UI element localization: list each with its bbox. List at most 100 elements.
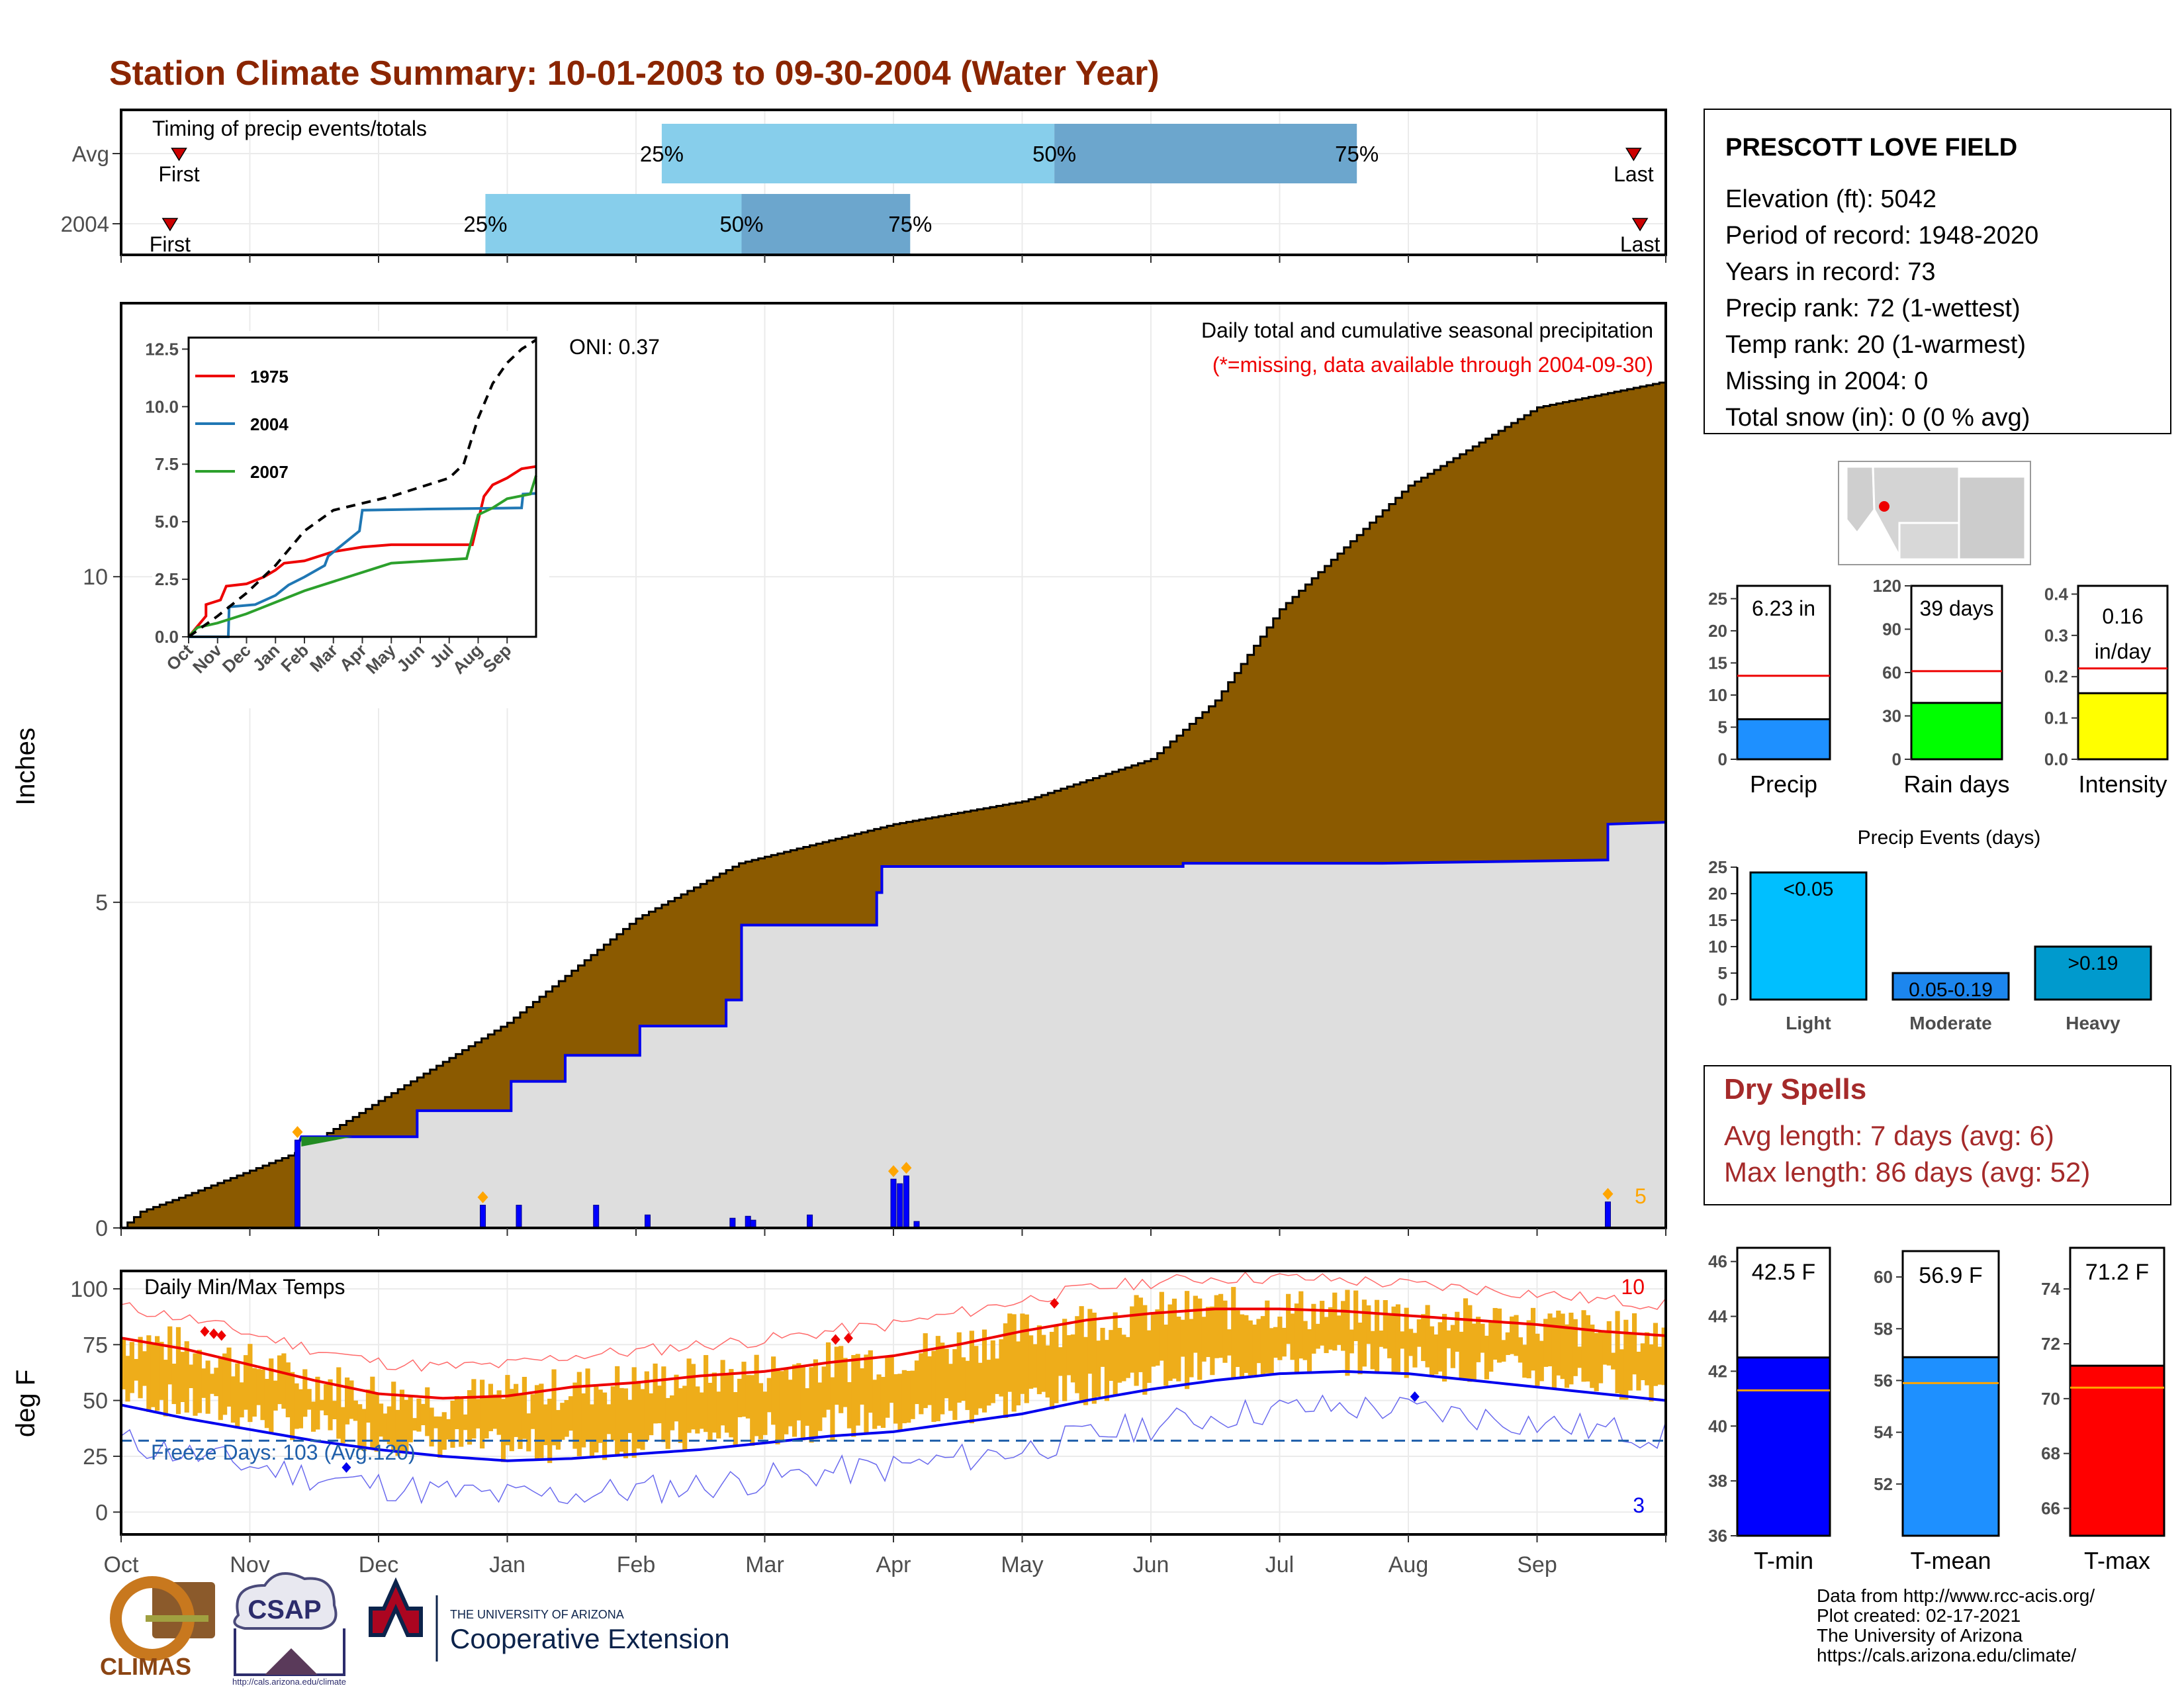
daily-temp-bar xyxy=(539,1383,544,1458)
credit-university: The University of Arizona xyxy=(1817,1625,2023,1646)
daily-temp-bar xyxy=(1020,1313,1025,1394)
daily-temp-bar xyxy=(1611,1352,1616,1370)
daily-temp-bar xyxy=(1324,1317,1329,1354)
daily-temp-bar xyxy=(155,1336,160,1411)
last-label: Last xyxy=(1614,162,1654,186)
temp-bar-ytick-label: 38 xyxy=(1708,1471,1727,1491)
temp-bar-ytick-label: 66 xyxy=(2041,1499,2060,1519)
mini-bar-precip xyxy=(1736,718,1831,761)
mini-bar-label: Rain days xyxy=(1903,771,2009,798)
daily-temp-bar xyxy=(910,1370,915,1419)
daily-temp-bar xyxy=(1167,1304,1173,1382)
daily-temp-bar xyxy=(1142,1305,1148,1395)
inset-background xyxy=(152,331,549,708)
mini-bar-ytick-label: 10 xyxy=(1708,685,1727,705)
daily-precip-bar xyxy=(897,1183,903,1229)
precip-panel: 0 5 10 5 Daily total and cumulative seasonal… xyxy=(11,302,1667,1241)
daily-precip-bar xyxy=(480,1205,486,1229)
daily-temp-bar xyxy=(872,1380,878,1429)
temp-bar-value: 56.9 F xyxy=(1919,1263,1982,1288)
daily-temp-bar xyxy=(1522,1344,1527,1378)
daily-temp-bar xyxy=(125,1356,130,1402)
daily-temp-bar xyxy=(1171,1298,1177,1379)
daily-temp-bar xyxy=(1087,1309,1093,1374)
daily-temp-bar xyxy=(695,1386,700,1434)
daily-temp-bar xyxy=(1116,1328,1122,1383)
daily-temp-bar xyxy=(581,1393,586,1448)
max-daily-marker xyxy=(292,1126,303,1139)
daily-temp-bar xyxy=(589,1404,595,1456)
observed-cumulative-area xyxy=(121,822,1666,1228)
events-ytick-label: 20 xyxy=(1708,884,1727,904)
daily-temp-bar xyxy=(935,1336,940,1421)
daily-temp-bar xyxy=(1505,1332,1510,1355)
first-label: First xyxy=(150,232,191,256)
daily-temp-bar xyxy=(543,1404,548,1446)
mini-bar-rain-days xyxy=(1910,702,2003,761)
ua-logo-small-text: THE UNIVERSITY OF ARIZONA xyxy=(450,1608,624,1621)
mini-bar-ytick-label: 20 xyxy=(1708,621,1727,641)
daily-temp-bar xyxy=(956,1332,962,1403)
daily-temp-bar xyxy=(336,1367,341,1439)
inset-ytick-label: 7.5 xyxy=(155,454,179,474)
daily-temp-bar xyxy=(1471,1323,1477,1381)
daily-temp-bar xyxy=(788,1380,793,1427)
daily-temp-bar xyxy=(1645,1332,1650,1385)
daily-temp-bar xyxy=(1535,1333,1540,1386)
daily-temp-bar xyxy=(1661,1327,1666,1385)
temp-bar-ytick-label: 40 xyxy=(1708,1416,1727,1436)
record-high-marker xyxy=(831,1334,841,1345)
daily-temp-bar xyxy=(1273,1327,1279,1358)
month-label: Mar xyxy=(745,1552,784,1577)
daily-temp-bar xyxy=(399,1389,405,1454)
above-average-wedge xyxy=(301,1137,353,1147)
mini-bar-ytick-label: 120 xyxy=(1873,576,1901,596)
daily-temp-bar xyxy=(1455,1311,1460,1352)
daily-temp-bar xyxy=(1526,1320,1531,1379)
timing-pct-label: 25% xyxy=(463,212,507,236)
daily-temp-bar xyxy=(1294,1303,1299,1373)
month-label: Nov xyxy=(230,1552,269,1577)
max-daily-count: 5 xyxy=(1635,1184,1647,1208)
daily-temp-bar xyxy=(598,1389,603,1443)
daily-temp-bar xyxy=(1235,1310,1240,1368)
month-label: Dec xyxy=(359,1552,398,1577)
station-precip-rank: Precip rank: 72 (1-wettest) xyxy=(1725,295,2021,322)
station-missing: Missing in 2004: 0 xyxy=(1725,367,1928,395)
daily-temp-bar xyxy=(239,1382,244,1418)
summary-bar-charts: 0 5 10 15 20 25 6.23 in Precip 0 30 60 90 120 39 days… xyxy=(1708,576,2169,798)
daily-temp-bar xyxy=(1332,1292,1338,1351)
daily-temp-bar xyxy=(1564,1324,1570,1388)
events-ytick-label: 5 xyxy=(1718,963,1727,983)
temps-ytick-label: 50 xyxy=(83,1389,108,1414)
daily-temp-bar xyxy=(171,1364,177,1405)
daily-temp-bar xyxy=(1551,1317,1557,1389)
daily-temp-bar xyxy=(189,1364,194,1388)
daily-temp-bar xyxy=(500,1399,506,1462)
daily-temp-bar xyxy=(526,1413,531,1452)
daily-temp-bar xyxy=(1011,1314,1017,1412)
mini-bar-ytick-label: 0.0 xyxy=(2044,749,2068,769)
daily-temp-bar xyxy=(944,1348,949,1399)
precip-missing-note: (*=missing, data available through 2004-… xyxy=(1212,353,1653,377)
daily-temp-bar xyxy=(277,1355,283,1405)
inset-legend-label: 2004 xyxy=(250,414,289,434)
daily-temp-bar xyxy=(682,1385,688,1450)
temps-ytick-label: 100 xyxy=(70,1277,108,1302)
daily-temp-bar xyxy=(716,1391,721,1439)
daily-temp-bar xyxy=(771,1356,776,1425)
daily-temp-bar xyxy=(260,1369,265,1421)
temps-ytick-label: 75 xyxy=(83,1333,108,1358)
daily-precip-bar xyxy=(1604,1201,1611,1229)
daily-temp-bar xyxy=(193,1353,198,1416)
daily-temp-bar xyxy=(306,1389,312,1410)
credit-url: https://cals.arizona.edu/climate/ xyxy=(1817,1645,2076,1665)
daily-temp-bar xyxy=(463,1414,468,1430)
daily-temp-bar xyxy=(1404,1307,1409,1378)
daily-temp-bar xyxy=(927,1356,933,1405)
daily-temp-bar xyxy=(1311,1303,1316,1354)
daily-temp-bar xyxy=(509,1389,514,1452)
daily-temp-bar xyxy=(733,1391,738,1446)
daily-temp-bar xyxy=(488,1383,493,1432)
daily-temp-bar xyxy=(1379,1331,1384,1347)
